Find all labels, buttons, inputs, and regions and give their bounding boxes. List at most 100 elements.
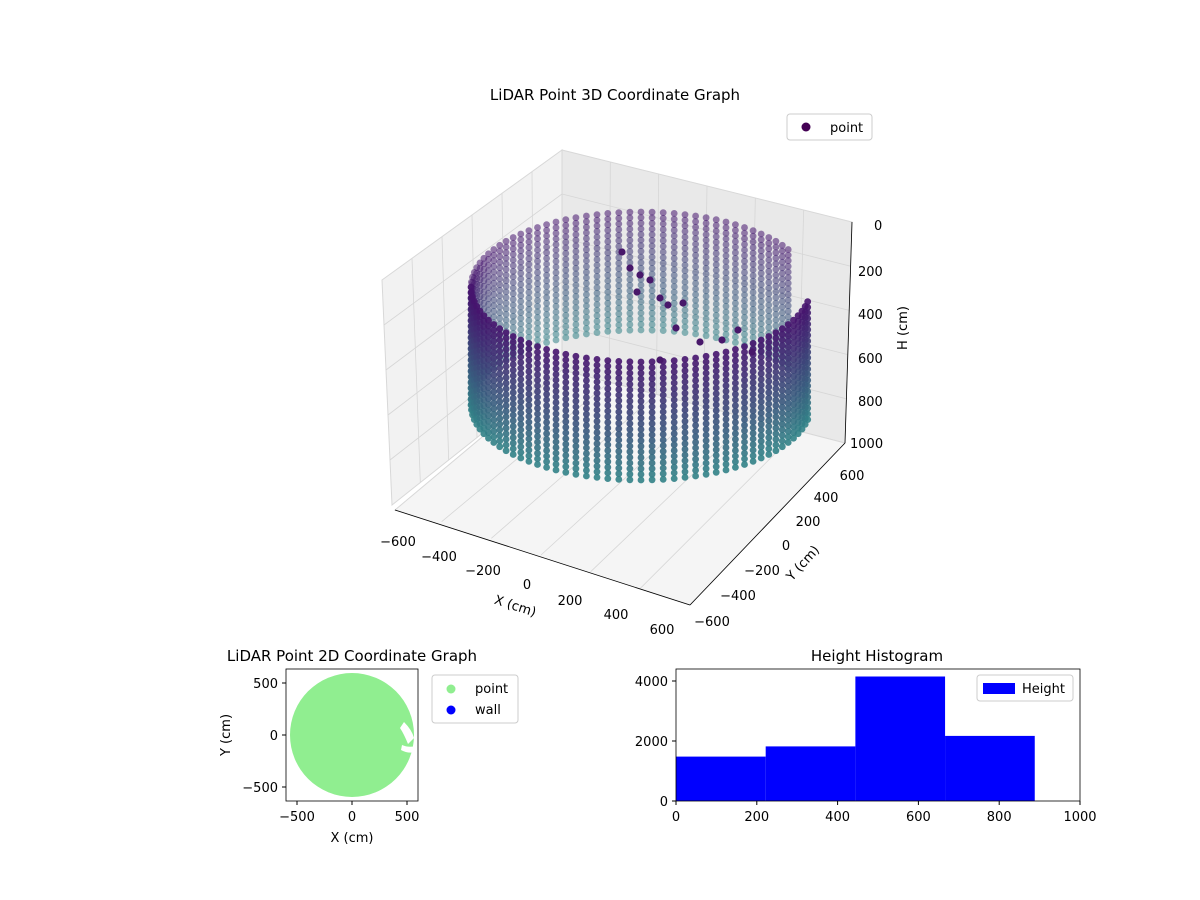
point-3d [670, 271, 678, 279]
point-3d [772, 254, 780, 262]
point-3d [670, 396, 678, 404]
point-3d [583, 280, 590, 287]
point-3d [722, 382, 730, 390]
point-3d [552, 314, 560, 321]
point-3d [784, 321, 792, 328]
point-3d [681, 244, 689, 252]
point-3d [543, 339, 550, 346]
y-tick-label: −500 [242, 781, 278, 796]
point-3d [670, 390, 678, 398]
point-3d [615, 436, 623, 444]
point-3d [543, 396, 550, 404]
point-3d [626, 386, 634, 394]
z-axis-line [844, 221, 853, 444]
point-3d [593, 244, 601, 252]
point-3d [778, 359, 786, 366]
point-3d [659, 310, 667, 318]
y-tick-label: −200 [744, 564, 780, 579]
point-3d [562, 468, 570, 476]
point-3d [712, 311, 720, 319]
point-3d [534, 229, 541, 237]
point-3d [659, 271, 667, 278]
point-3d [604, 328, 612, 335]
point-3d [732, 305, 739, 313]
point-3d [681, 329, 689, 336]
point-3d [534, 438, 541, 446]
point-3d [681, 378, 689, 386]
point-3d [702, 364, 710, 371]
point-3d [741, 330, 748, 338]
point-3d [757, 398, 765, 406]
point-3d [741, 224, 748, 231]
point-3d [496, 403, 504, 411]
point-3d [692, 240, 699, 248]
point-3d [593, 323, 601, 331]
point-3d [525, 272, 533, 279]
point-3d [732, 368, 739, 376]
point-3d [784, 291, 792, 298]
legend-label-height: Height [1022, 682, 1065, 697]
point-3d [790, 373, 797, 380]
point-3d [525, 368, 533, 375]
point-3d [772, 311, 780, 318]
point-3d [552, 291, 560, 299]
point-3d [552, 365, 560, 373]
legend-marker-height [983, 683, 1015, 694]
point-3d [543, 299, 550, 307]
point-3d [784, 382, 792, 390]
point-3d [626, 231, 634, 239]
point-3d [485, 417, 492, 425]
point-3d [502, 413, 510, 421]
point-3d [496, 281, 504, 289]
point-3d [525, 232, 533, 240]
y-tick-label: 500 [253, 677, 278, 692]
point-3d [496, 241, 504, 249]
point-3d [757, 426, 765, 434]
plot-frame-histogram [675, 668, 1081, 802]
point-3d [615, 316, 623, 323]
point-3d [543, 464, 550, 471]
point-3d [790, 339, 797, 346]
point-3d [692, 405, 699, 412]
point-3d [525, 266, 533, 274]
point-3d [626, 392, 634, 399]
point-3d [490, 343, 498, 351]
point-3d [485, 344, 492, 352]
point-3d [543, 385, 550, 393]
point-3d [765, 318, 773, 326]
point-3d [485, 412, 492, 420]
point-3d [525, 283, 533, 291]
point-3d [648, 459, 656, 467]
point-3d [637, 253, 645, 261]
point-3d [772, 396, 780, 404]
point-3d [543, 379, 550, 387]
point-3d [772, 266, 780, 273]
point-3d [681, 440, 689, 448]
point-3d [543, 447, 550, 454]
point-3d [712, 457, 720, 465]
point-3d [732, 255, 739, 262]
point-3d [572, 321, 580, 328]
point-3d [552, 258, 560, 265]
point-3d [741, 302, 748, 310]
point-3d [615, 226, 623, 233]
point-3d [692, 268, 699, 276]
point-3d [712, 390, 720, 397]
point-3d [692, 291, 699, 298]
point-3d [757, 392, 765, 400]
point-3d [765, 290, 773, 298]
point-3d [659, 414, 667, 421]
point-3d [659, 425, 667, 433]
point-3d [626, 431, 634, 439]
point-3d [485, 384, 492, 391]
point-3d [722, 302, 730, 310]
point-3d [562, 390, 570, 397]
point-3d [626, 242, 634, 250]
point-3d [732, 441, 739, 449]
point-3d [778, 398, 786, 406]
point-3d [572, 381, 580, 388]
point-3d [749, 379, 757, 387]
point-3d [722, 263, 730, 271]
point-3d [757, 420, 765, 428]
point-3d [659, 380, 667, 388]
